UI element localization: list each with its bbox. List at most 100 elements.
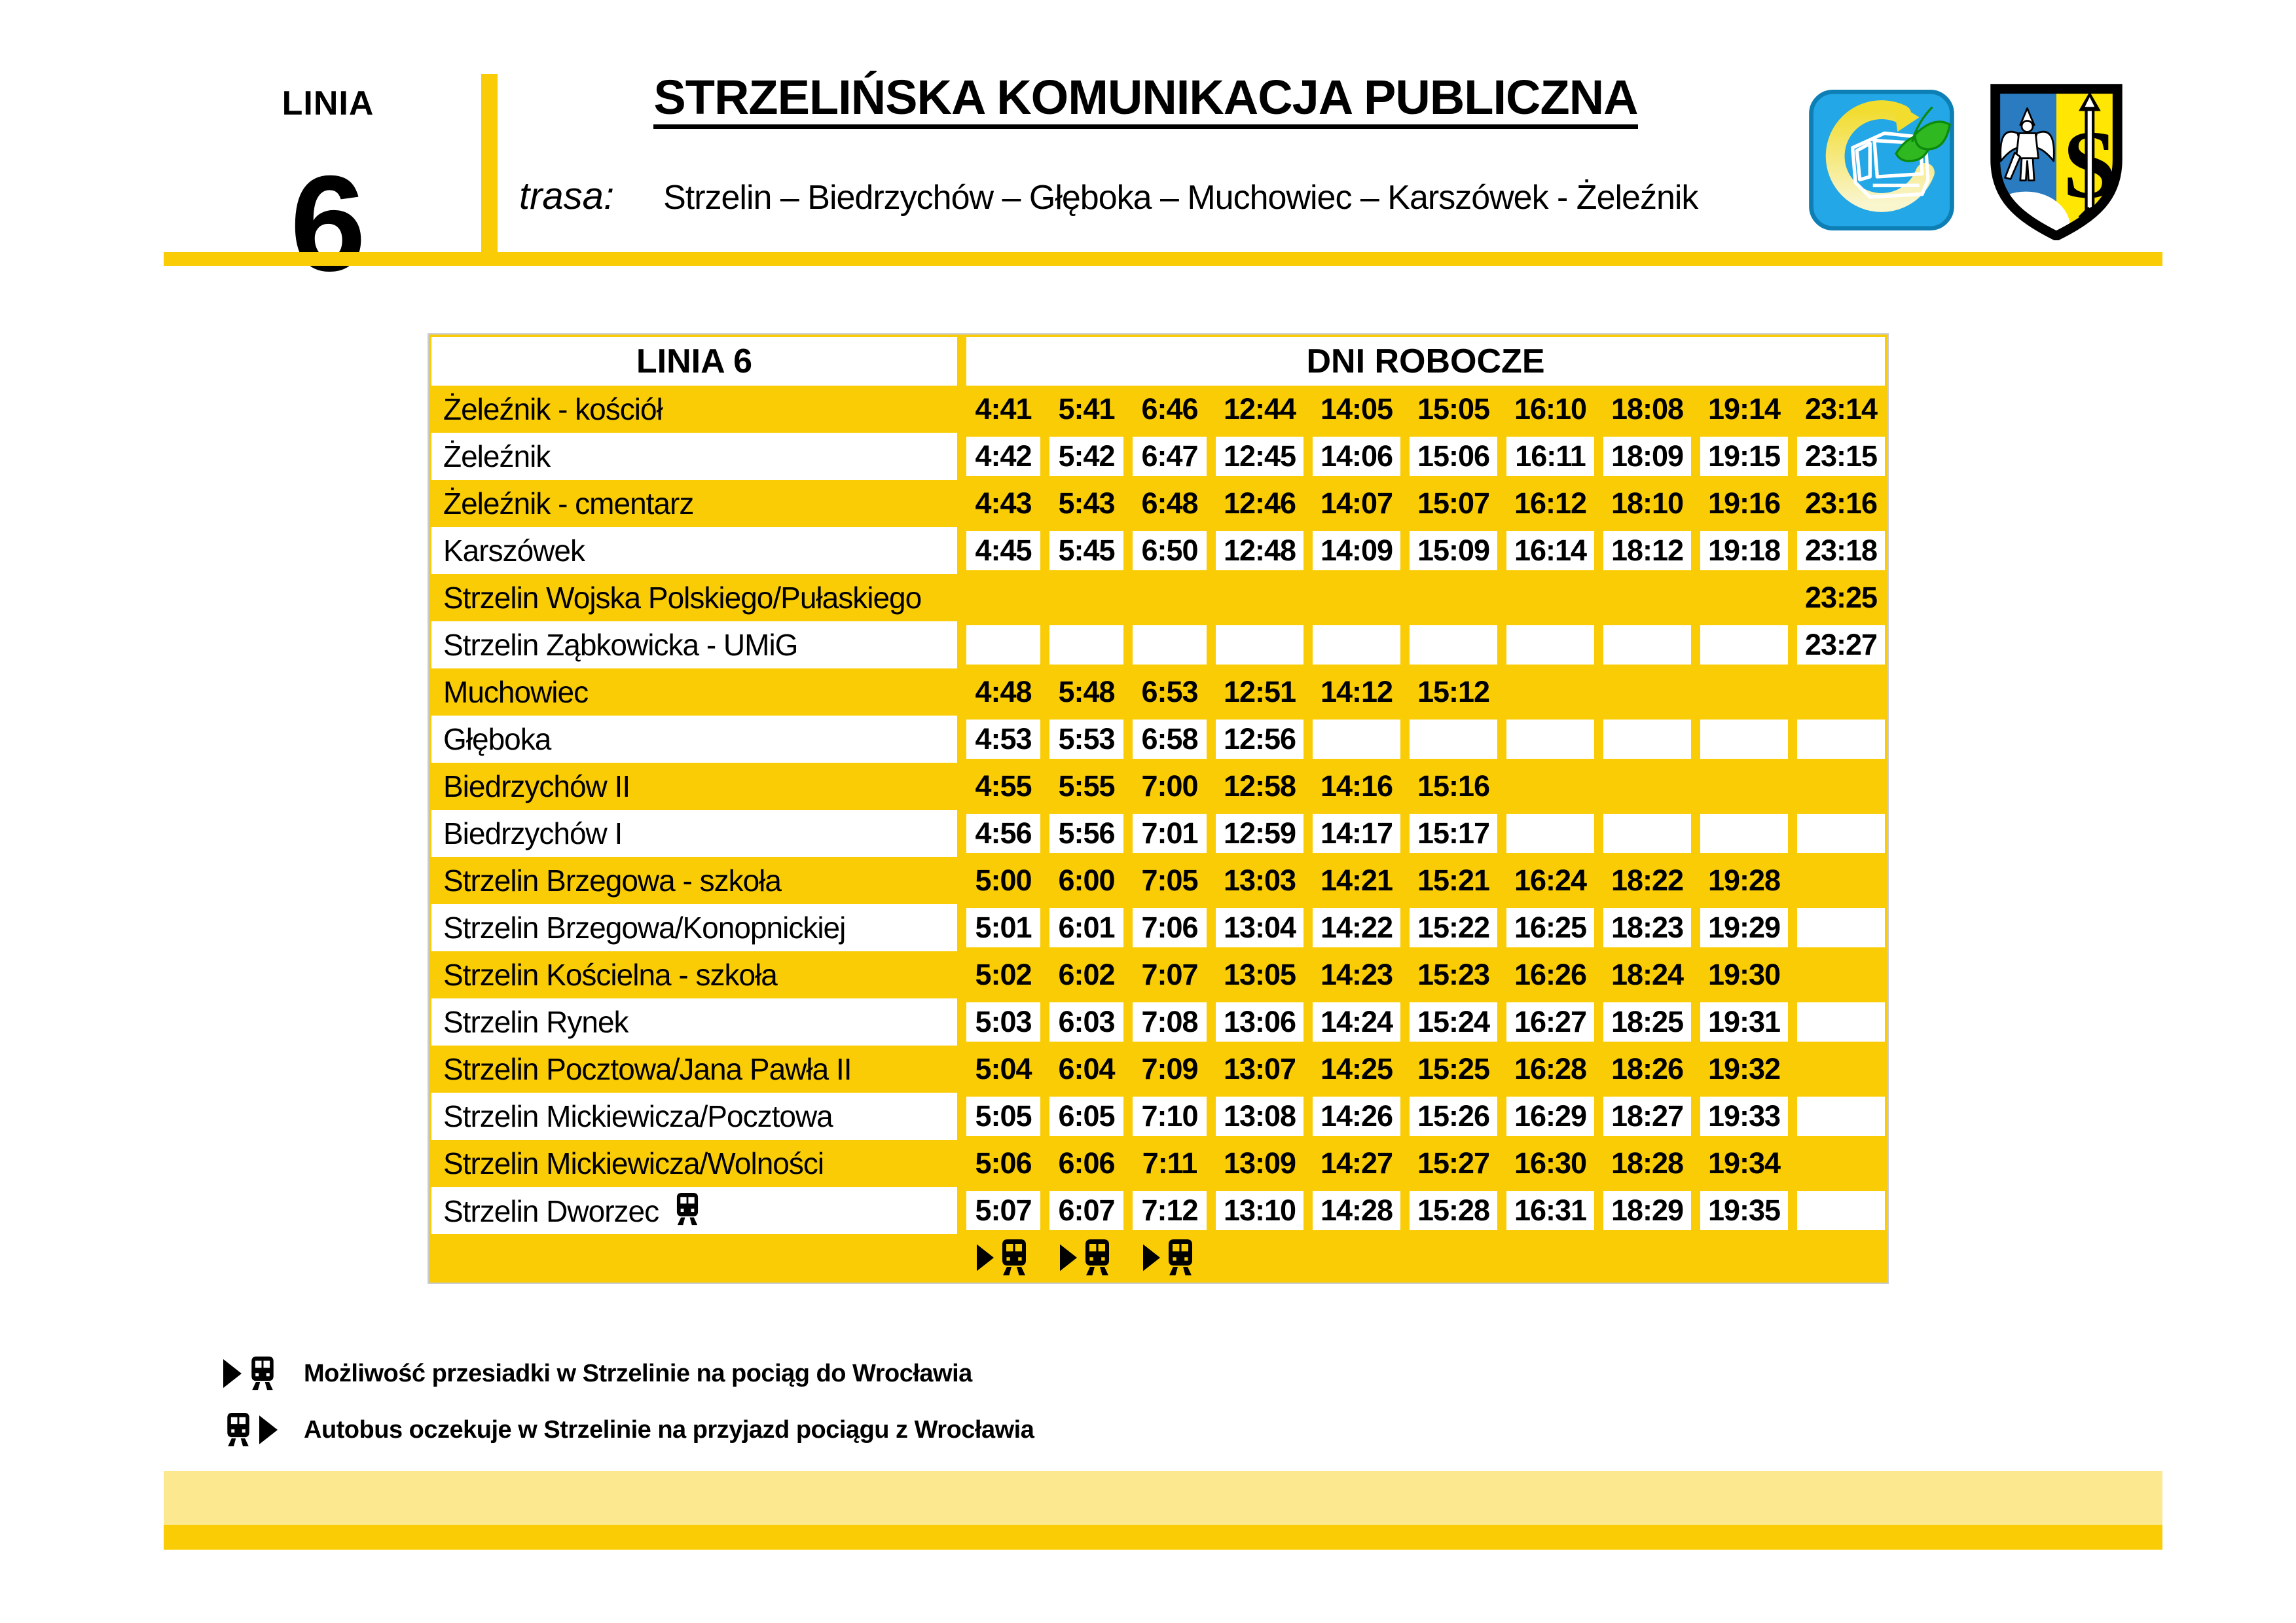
time-cell: 6:04 (1040, 1046, 1123, 1093)
time-cell: 16:27 (1497, 998, 1594, 1046)
time-cell: 19:32 (1691, 1046, 1788, 1093)
time-cell: 14:16 (1303, 763, 1400, 810)
time-cell: 7:08 (1123, 998, 1207, 1046)
time-cell: 18:26 (1594, 1046, 1691, 1093)
stop-name-cell: Żeleźnik (431, 433, 957, 480)
title-wrap: STRZELIŃSKA KOMUNIKACJA PUBLICZNA (589, 73, 1702, 129)
time-cell (1123, 621, 1207, 668)
time-cell (1691, 763, 1788, 810)
time-cell: 4:53 (957, 716, 1040, 763)
table-row: Biedrzychów II 4:55 5:55 7:00 12:58 14:1… (431, 763, 1885, 810)
time-cell: 12:44 (1207, 386, 1303, 433)
time-cell (1788, 857, 1885, 904)
time-cell (1497, 574, 1594, 621)
time-cell: 5:07 (957, 1187, 1040, 1234)
time-cell: 6:00 (1040, 857, 1123, 904)
time-cell (1788, 1140, 1885, 1187)
time-cell: 15:25 (1400, 1046, 1497, 1093)
stop-name: Strzelin Brzegowa - szkoła (443, 864, 782, 898)
time-cell (1788, 951, 1885, 998)
time-cell: 7:11 (1123, 1140, 1207, 1187)
time-cell (1207, 574, 1303, 621)
icon-cell (1123, 1234, 1207, 1280)
strzelin-coat-of-arms: S (1990, 84, 2123, 240)
time-cell: 5:55 (1040, 763, 1123, 810)
time-cell: 6:47 (1123, 433, 1207, 480)
stop-name: Strzelin Kościelna - szkoła (443, 958, 778, 992)
time-cell (1497, 621, 1594, 668)
time-cell: 15:28 (1400, 1187, 1497, 1234)
time-cell: 18:12 (1594, 527, 1691, 574)
time-cell (1400, 621, 1497, 668)
time-cell: 6:46 (1123, 386, 1207, 433)
time-cell: 23:18 (1788, 527, 1885, 574)
legend-text: Możliwość przesiadki w Strzelinie na poc… (304, 1359, 972, 1387)
time-cell: 15:22 (1400, 904, 1497, 951)
table-row: Karszówek 4:45 5:45 6:50 12:48 14:09 15:… (431, 527, 1885, 574)
time-cell: 15:09 (1400, 527, 1497, 574)
time-cell: 7:05 (1123, 857, 1207, 904)
time-cell: 6:48 (1123, 480, 1207, 527)
time-cell (1303, 574, 1400, 621)
timetable: LINIA 6 DNI ROBOCZE Żeleźnik - kościół 4… (428, 333, 1889, 1284)
time-cell: 5:53 (1040, 716, 1123, 763)
time-cell: 5:56 (1040, 810, 1123, 857)
table-row: Strzelin Brzegowa - szkoła 5:00 6:00 7:0… (431, 857, 1885, 904)
table-row: Żeleźnik 4:42 5:42 6:47 12:45 14:06 15:0… (431, 433, 1885, 480)
table-row: Biedrzychów I 4:56 5:56 7:01 12:59 14:17… (431, 810, 1885, 857)
train-connection-icon-group (977, 1239, 1030, 1276)
column-header-weekdays: DNI ROBOCZE (957, 337, 1885, 386)
train-connection-icon-group (1060, 1239, 1113, 1276)
stop-name-cell: Strzelin Pocztowa/Jana Pawła II (431, 1046, 957, 1093)
stop-name: Żeleźnik - cmentarz (443, 486, 694, 520)
time-cell: 5:41 (1040, 386, 1123, 433)
time-cell: 5:00 (957, 857, 1040, 904)
time-cell: 16:28 (1497, 1046, 1594, 1093)
stop-name-cell: Muchowiec (431, 668, 957, 716)
time-cell: 13:09 (1207, 1140, 1303, 1187)
time-cell (1497, 716, 1594, 763)
time-cell: 18:09 (1594, 433, 1691, 480)
stop-name: Strzelin Rynek (443, 1005, 629, 1039)
time-cell: 13:07 (1207, 1046, 1303, 1093)
stop-name-cell: Strzelin Ząbkowicka - UMiG (431, 621, 957, 668)
stop-name-cell: Biedrzychów I (431, 810, 957, 857)
stop-name-cell: Strzelin Brzegowa - szkoła (431, 857, 957, 904)
time-cell: 4:48 (957, 668, 1040, 716)
stop-name-cell: Strzelin Mickiewicza/Wolności (431, 1140, 957, 1187)
time-cell: 5:04 (957, 1046, 1040, 1093)
time-cell: 5:03 (957, 998, 1040, 1046)
stop-name: Strzelin Ząbkowicka - UMiG (443, 628, 798, 662)
time-cell: 18:23 (1594, 904, 1691, 951)
time-cell: 5:01 (957, 904, 1040, 951)
icon-cell (957, 1234, 1040, 1280)
time-cell: 14:27 (1303, 1140, 1400, 1187)
arrow-right-icon (1143, 1241, 1160, 1274)
time-cell: 12:48 (1207, 527, 1303, 574)
icon-cell (1303, 1234, 1400, 1280)
time-cell: 16:31 (1497, 1187, 1594, 1234)
time-cell (1123, 574, 1207, 621)
time-cell (1691, 810, 1788, 857)
table-row: Strzelin Rynek 5:03 6:03 7:08 13:06 14:2… (431, 998, 1885, 1046)
timetable-body: Żeleźnik - kościół 4:41 5:41 6:46 12:44 … (431, 386, 1885, 1234)
stop-name: Głęboka (443, 722, 551, 756)
time-cell: 14:24 (1303, 998, 1400, 1046)
page-title: STRZELIŃSKA KOMUNIKACJA PUBLICZNA (653, 73, 1639, 129)
time-cell: 18:29 (1594, 1187, 1691, 1234)
icon-cell (1400, 1234, 1497, 1280)
time-cell: 13:04 (1207, 904, 1303, 951)
stop-name: Żeleźnik - kościół (443, 392, 663, 426)
stop-name-cell: Karszówek (431, 527, 957, 574)
time-cell: 19:14 (1691, 386, 1788, 433)
time-cell: 13:03 (1207, 857, 1303, 904)
footer-bar-light (164, 1471, 2162, 1525)
time-cell: 23:27 (1788, 621, 1885, 668)
time-cell: 14:23 (1303, 951, 1400, 998)
time-cell (1594, 668, 1691, 716)
table-row: Muchowiec 4:48 5:48 6:53 12:51 14:12 15:… (431, 668, 1885, 716)
time-cell (957, 574, 1040, 621)
time-cell (1594, 763, 1691, 810)
header-vertical-divider (481, 74, 498, 252)
